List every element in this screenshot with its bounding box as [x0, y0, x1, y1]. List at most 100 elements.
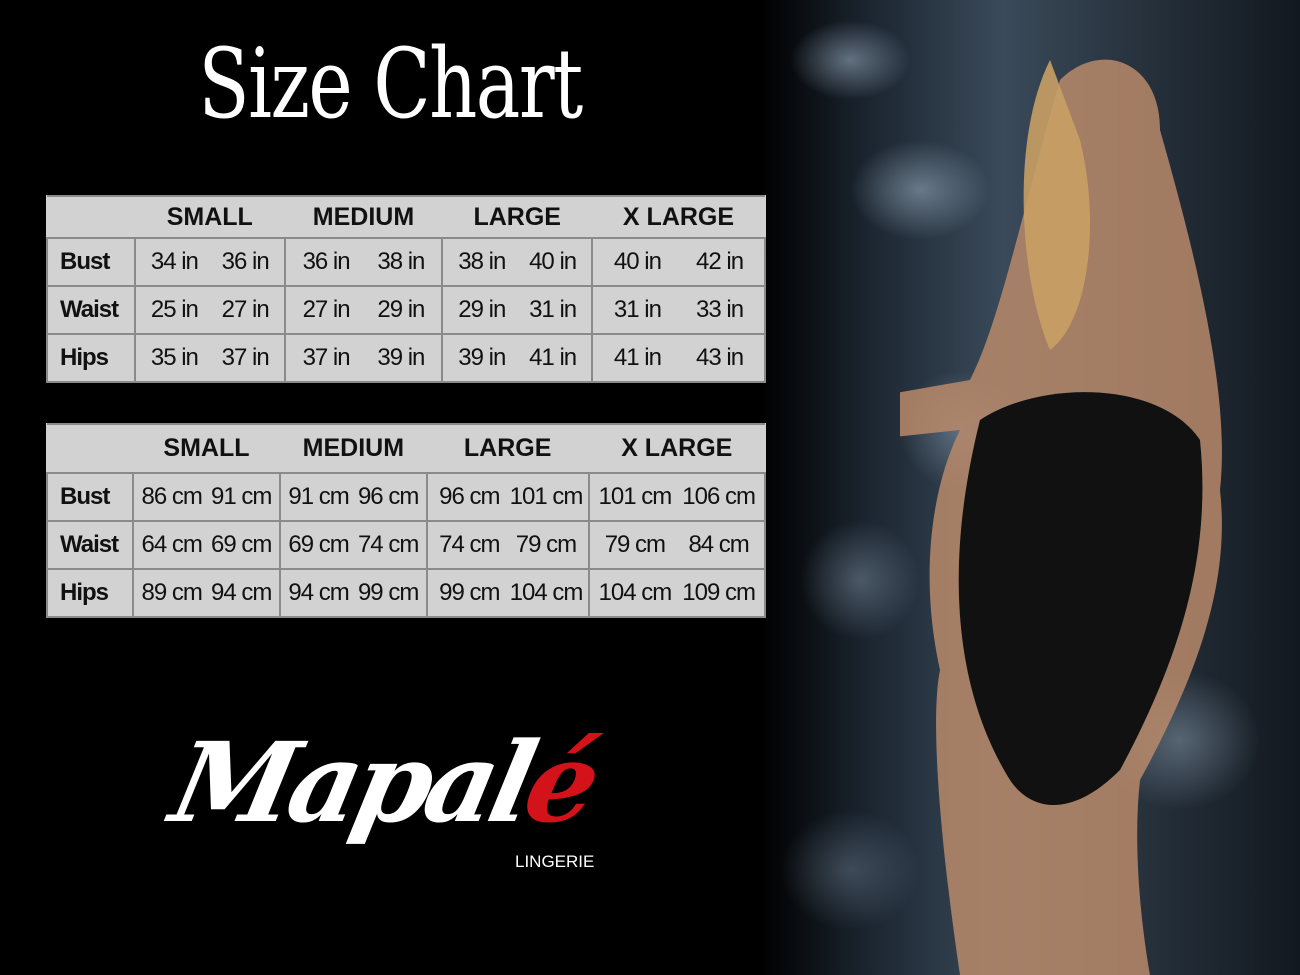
max-value: 74 cm	[357, 531, 419, 558]
size-range-cell: 31 in 33 in	[590, 285, 767, 335]
size-header: X LARGE	[588, 423, 765, 474]
header-blank	[47, 423, 133, 474]
max-value: 94 cm	[211, 579, 272, 606]
min-value: 37 in	[302, 344, 351, 371]
min-value: 96 cm	[439, 483, 500, 510]
max-value: 40 in	[529, 248, 577, 275]
min-value: 36 in	[302, 248, 351, 275]
max-value: 106 cm	[682, 483, 756, 510]
max-value: 38 in	[377, 248, 425, 275]
max-value: 29 in	[377, 296, 425, 323]
min-value: 101 cm	[598, 483, 673, 510]
max-value: 43 in	[696, 344, 744, 371]
size-range-cell: 69 cm 74 cm	[278, 520, 428, 570]
logo-tagline: LINGERIE	[515, 852, 595, 871]
min-value: 64 cm	[141, 531, 203, 558]
size-range-cell: 104 cm 109 cm	[587, 568, 766, 618]
size-range-cell: 99 cm 104 cm	[425, 568, 590, 618]
table-row: Bust 86 cm 91 cm 91 cm 96 cm 96 cm 101 cm 101 c…	[46, 472, 766, 522]
max-value: 27 in	[221, 296, 270, 323]
measure-label: Bust	[46, 472, 134, 522]
table-row: Waist 64 cm 69 cm 69 cm 74 cm 74 cm 79 cm 79 cm…	[46, 520, 766, 570]
measure-label: Waist	[46, 520, 134, 570]
size-range-cell: 34 in 36 in	[134, 237, 286, 287]
min-value: 29 in	[458, 296, 506, 323]
max-value: 104 cm	[509, 579, 584, 606]
size-range-cell: 41 in 43 in	[590, 333, 767, 383]
max-value: 109 cm	[682, 579, 756, 606]
max-value: 69 cm	[211, 531, 272, 558]
size-range-cell: 35 in 37 in	[134, 333, 286, 383]
size-range-cell: 74 cm 79 cm	[425, 520, 590, 570]
page-title: Size Chart	[198, 28, 583, 140]
size-range-cell: 25 in 27 in	[134, 285, 286, 335]
min-value: 89 cm	[141, 579, 203, 606]
size-range-cell: 38 in 40 in	[441, 237, 593, 287]
min-value: 91 cm	[288, 483, 349, 510]
measure-label: Waist	[46, 285, 136, 335]
min-value: 86 cm	[141, 483, 203, 510]
size-range-cell: 39 in 41 in	[441, 333, 593, 383]
max-value: 91 cm	[211, 483, 272, 510]
size-range-cell: 86 cm 91 cm	[132, 472, 281, 522]
size-header: SMALL	[133, 423, 280, 474]
min-value: 31 in	[613, 296, 662, 323]
max-value: 36 in	[221, 248, 270, 275]
min-value: 94 cm	[288, 579, 349, 606]
max-value: 37 in	[221, 344, 270, 371]
table-row: Bust 34 in 36 in 36 in 38 in 38 in 40 in 40 in 4…	[46, 237, 767, 287]
max-value: 99 cm	[357, 579, 419, 606]
size-header: MEDIUM	[284, 195, 443, 239]
table-row: Hips 89 cm 94 cm 94 cm 99 cm 99 cm 104 cm 104 c…	[46, 568, 766, 618]
min-value: 99 cm	[439, 579, 500, 606]
min-value: 39 in	[458, 344, 506, 371]
min-value: 41 in	[613, 344, 662, 371]
size-header: LARGE	[442, 195, 592, 239]
logo-wordmark: Mapal	[161, 718, 542, 847]
min-value: 34 in	[150, 248, 199, 275]
table-row: Waist 25 in 27 in 27 in 29 in 29 in 31 in 31 in…	[46, 285, 767, 335]
measure-label: Hips	[46, 568, 134, 618]
size-range-cell: 40 in 42 in	[590, 237, 767, 287]
header-row: SMALL MEDIUM LARGE X LARGE	[47, 423, 765, 474]
size-range-cell: 29 in 31 in	[441, 285, 593, 335]
header-blank	[47, 195, 135, 239]
size-range-cell: 101 cm 106 cm	[587, 472, 766, 522]
measure-label: Hips	[46, 333, 136, 383]
max-value: 79 cm	[515, 531, 577, 558]
min-value: 35 in	[150, 344, 199, 371]
size-range-cell: 89 cm 94 cm	[132, 568, 281, 618]
size-table-inches: SMALL MEDIUM LARGE X LARGE Bust 34 in 36 in 36 …	[46, 195, 767, 383]
max-value: 39 in	[377, 344, 425, 371]
max-value: 96 cm	[357, 483, 419, 510]
min-value: 25 in	[150, 296, 199, 323]
size-range-cell: 37 in 39 in	[283, 333, 444, 383]
max-value: 33 in	[696, 296, 744, 323]
min-value: 104 cm	[598, 579, 673, 606]
size-header: X LARGE	[591, 195, 765, 239]
size-header: MEDIUM	[279, 423, 427, 474]
measure-label: Bust	[46, 237, 136, 287]
max-value: 42 in	[696, 248, 744, 275]
size-header: LARGE	[426, 423, 589, 474]
min-value: 40 in	[613, 248, 662, 275]
size-range-cell: 27 in 29 in	[283, 285, 444, 335]
size-range-cell: 91 cm 96 cm	[278, 472, 428, 522]
size-range-cell: 94 cm 99 cm	[278, 568, 428, 618]
brand-logo: Mapalé LINGERIE	[161, 718, 615, 878]
table-row: Hips 35 in 37 in 37 in 39 in 39 in 41 in 41 in 4…	[46, 333, 767, 383]
max-value: 101 cm	[509, 483, 584, 510]
min-value: 74 cm	[439, 531, 500, 558]
size-table-cm: SMALL MEDIUM LARGE X LARGE Bust 86 cm 91 cm 91 …	[46, 423, 766, 618]
max-value: 31 in	[529, 296, 577, 323]
header-row: SMALL MEDIUM LARGE X LARGE	[47, 195, 765, 239]
size-range-cell: 96 cm 101 cm	[425, 472, 590, 522]
min-value: 69 cm	[288, 531, 349, 558]
size-range-cell: 64 cm 69 cm	[132, 520, 281, 570]
max-value: 41 in	[529, 344, 577, 371]
min-value: 79 cm	[604, 531, 666, 558]
min-value: 27 in	[302, 296, 351, 323]
min-value: 38 in	[458, 248, 506, 275]
max-value: 84 cm	[688, 531, 749, 558]
model-figure	[900, 59, 1222, 975]
